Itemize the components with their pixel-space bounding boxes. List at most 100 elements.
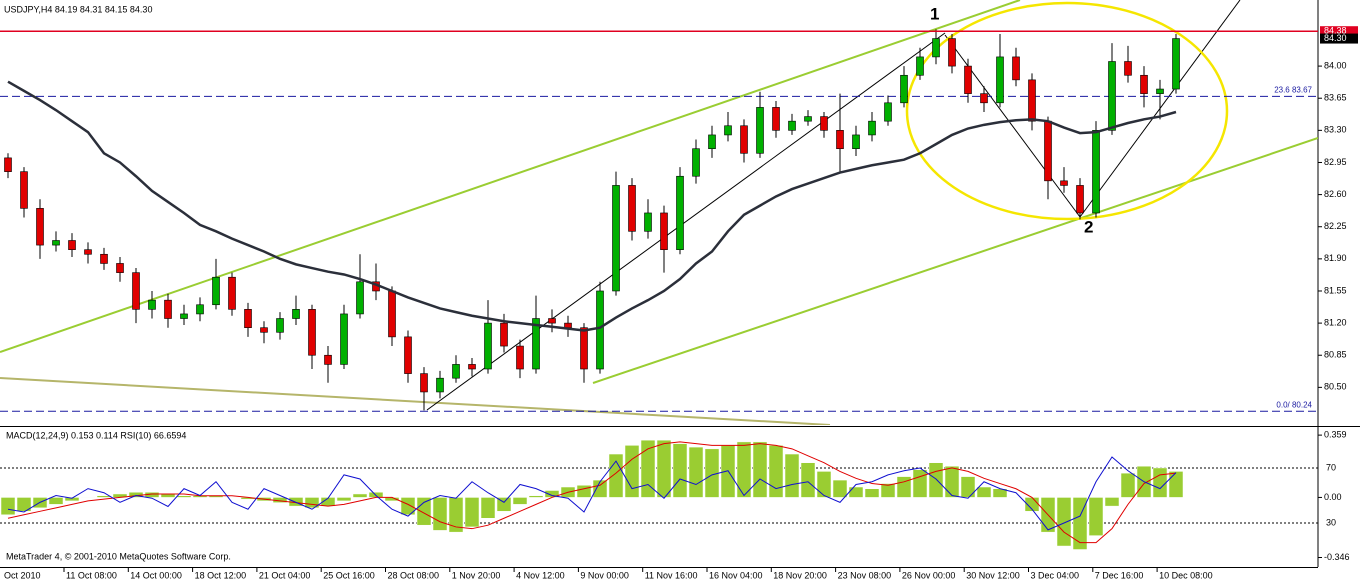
price-tag-label: 84.30 <box>1324 33 1347 43</box>
candle-body <box>1172 38 1180 90</box>
macd-bar <box>448 497 464 533</box>
x-tick-label: 10 Dec 08:00 <box>1159 570 1213 580</box>
macd-bar <box>0 497 16 516</box>
macd-bar <box>576 485 592 498</box>
macd-bar <box>624 445 640 498</box>
candle-body <box>244 309 252 328</box>
macd-signal <box>7 441 1177 544</box>
macd-bar <box>912 469 928 498</box>
price-tag-label: 84.38 <box>1324 26 1347 36</box>
x-tick-label: 16 Nov 04:00 <box>709 570 763 580</box>
candle-body <box>100 253 108 264</box>
candle-body <box>548 318 556 324</box>
annotation: 1 <box>930 4 939 23</box>
macd-bar <box>848 486 864 498</box>
y-tick-label: 81.55 <box>1324 285 1347 295</box>
candle-body <box>836 130 844 150</box>
candle-body <box>1140 74 1148 94</box>
candle-body <box>612 185 620 292</box>
candle-body <box>260 327 268 333</box>
candle-body <box>580 327 588 370</box>
candle-body <box>1092 130 1100 214</box>
fib-label: 23.6 83.67 <box>1274 85 1312 94</box>
macd-bar <box>1168 471 1184 498</box>
candle-body <box>564 322 572 328</box>
candle-body <box>804 116 812 122</box>
candle-body <box>164 299 172 319</box>
candle-body <box>980 93 988 104</box>
candle-body <box>1108 61 1116 131</box>
x-tick-label: 1 Nov 20:00 <box>452 570 501 580</box>
candle-body <box>484 322 492 370</box>
y-tick-label: 82.60 <box>1324 189 1347 199</box>
macd-bar <box>832 479 848 498</box>
candle-body <box>964 65 972 94</box>
y2-tick-label: 30 <box>1326 517 1336 527</box>
moving-average <box>7 80 1177 332</box>
candle-body <box>452 364 460 379</box>
macd-bar <box>976 486 992 498</box>
macd-bar <box>928 462 944 498</box>
macd-bar <box>880 483 896 498</box>
candle-body <box>660 212 668 250</box>
macd-bar <box>768 445 784 498</box>
candle-body <box>852 134 860 150</box>
x-tick-label: 21 Oct 04:00 <box>259 570 311 580</box>
candle-body <box>932 38 940 58</box>
candle-body <box>596 290 604 370</box>
annotation: 2 <box>1084 217 1093 236</box>
y-tick-label: 0.00 <box>1324 492 1342 502</box>
macd-bar <box>864 488 880 498</box>
candle-body <box>1124 61 1132 76</box>
candle-body <box>52 240 60 246</box>
macd-bar <box>64 497 80 502</box>
candle-body <box>404 336 412 374</box>
candle-body <box>532 318 540 370</box>
candle-body <box>756 107 764 154</box>
y2-tick-label: 70 <box>1326 462 1336 472</box>
candle-body <box>996 56 1004 104</box>
y-tick-label: 82.25 <box>1324 221 1347 231</box>
macd-bar <box>480 497 496 519</box>
x-tick-label: 3 Dec 04:00 <box>1031 570 1080 580</box>
macd-bar <box>1056 497 1072 547</box>
candle-body <box>948 38 956 67</box>
x-tick-label: 18 Oct 12:00 <box>195 570 247 580</box>
channel-upper <box>0 0 1021 353</box>
macd-bar <box>336 497 352 502</box>
candle-body <box>1012 56 1020 81</box>
macd-bar <box>16 497 32 512</box>
x-tick-label: 11 Oct 08:00 <box>66 570 117 580</box>
macd-bar <box>528 495 544 498</box>
candle-body <box>868 120 876 136</box>
candle-body <box>500 322 508 347</box>
macd-bar <box>816 471 832 498</box>
candle-body <box>1044 120 1052 182</box>
y-tick-label: 82.95 <box>1324 157 1347 167</box>
candle-body <box>740 125 748 154</box>
candle-body <box>468 364 476 370</box>
candle-body <box>676 175 684 250</box>
x-tick-label: 11 Nov 16:00 <box>645 570 698 580</box>
candle-body <box>436 377 444 393</box>
macd-bar <box>640 439 656 498</box>
candle-body <box>116 263 124 273</box>
candle-body <box>1028 79 1036 122</box>
y-tick-label: 84.00 <box>1324 60 1347 70</box>
macd-bar <box>464 497 480 528</box>
candle-body <box>228 276 236 310</box>
macd-bar <box>784 453 800 498</box>
x-tick-label: 18 Nov 20:00 <box>773 570 827 580</box>
candle-body <box>724 125 732 136</box>
y-tick-label: 81.20 <box>1324 317 1347 327</box>
candle-body <box>628 185 636 232</box>
macd-bar <box>1120 472 1136 498</box>
macd-bar <box>752 441 768 498</box>
candle-body <box>308 309 316 356</box>
macd-bar <box>400 497 416 516</box>
macd-bar <box>512 497 528 505</box>
candle-body <box>644 212 652 232</box>
candle-body <box>1060 180 1068 186</box>
candle-body <box>132 272 140 310</box>
